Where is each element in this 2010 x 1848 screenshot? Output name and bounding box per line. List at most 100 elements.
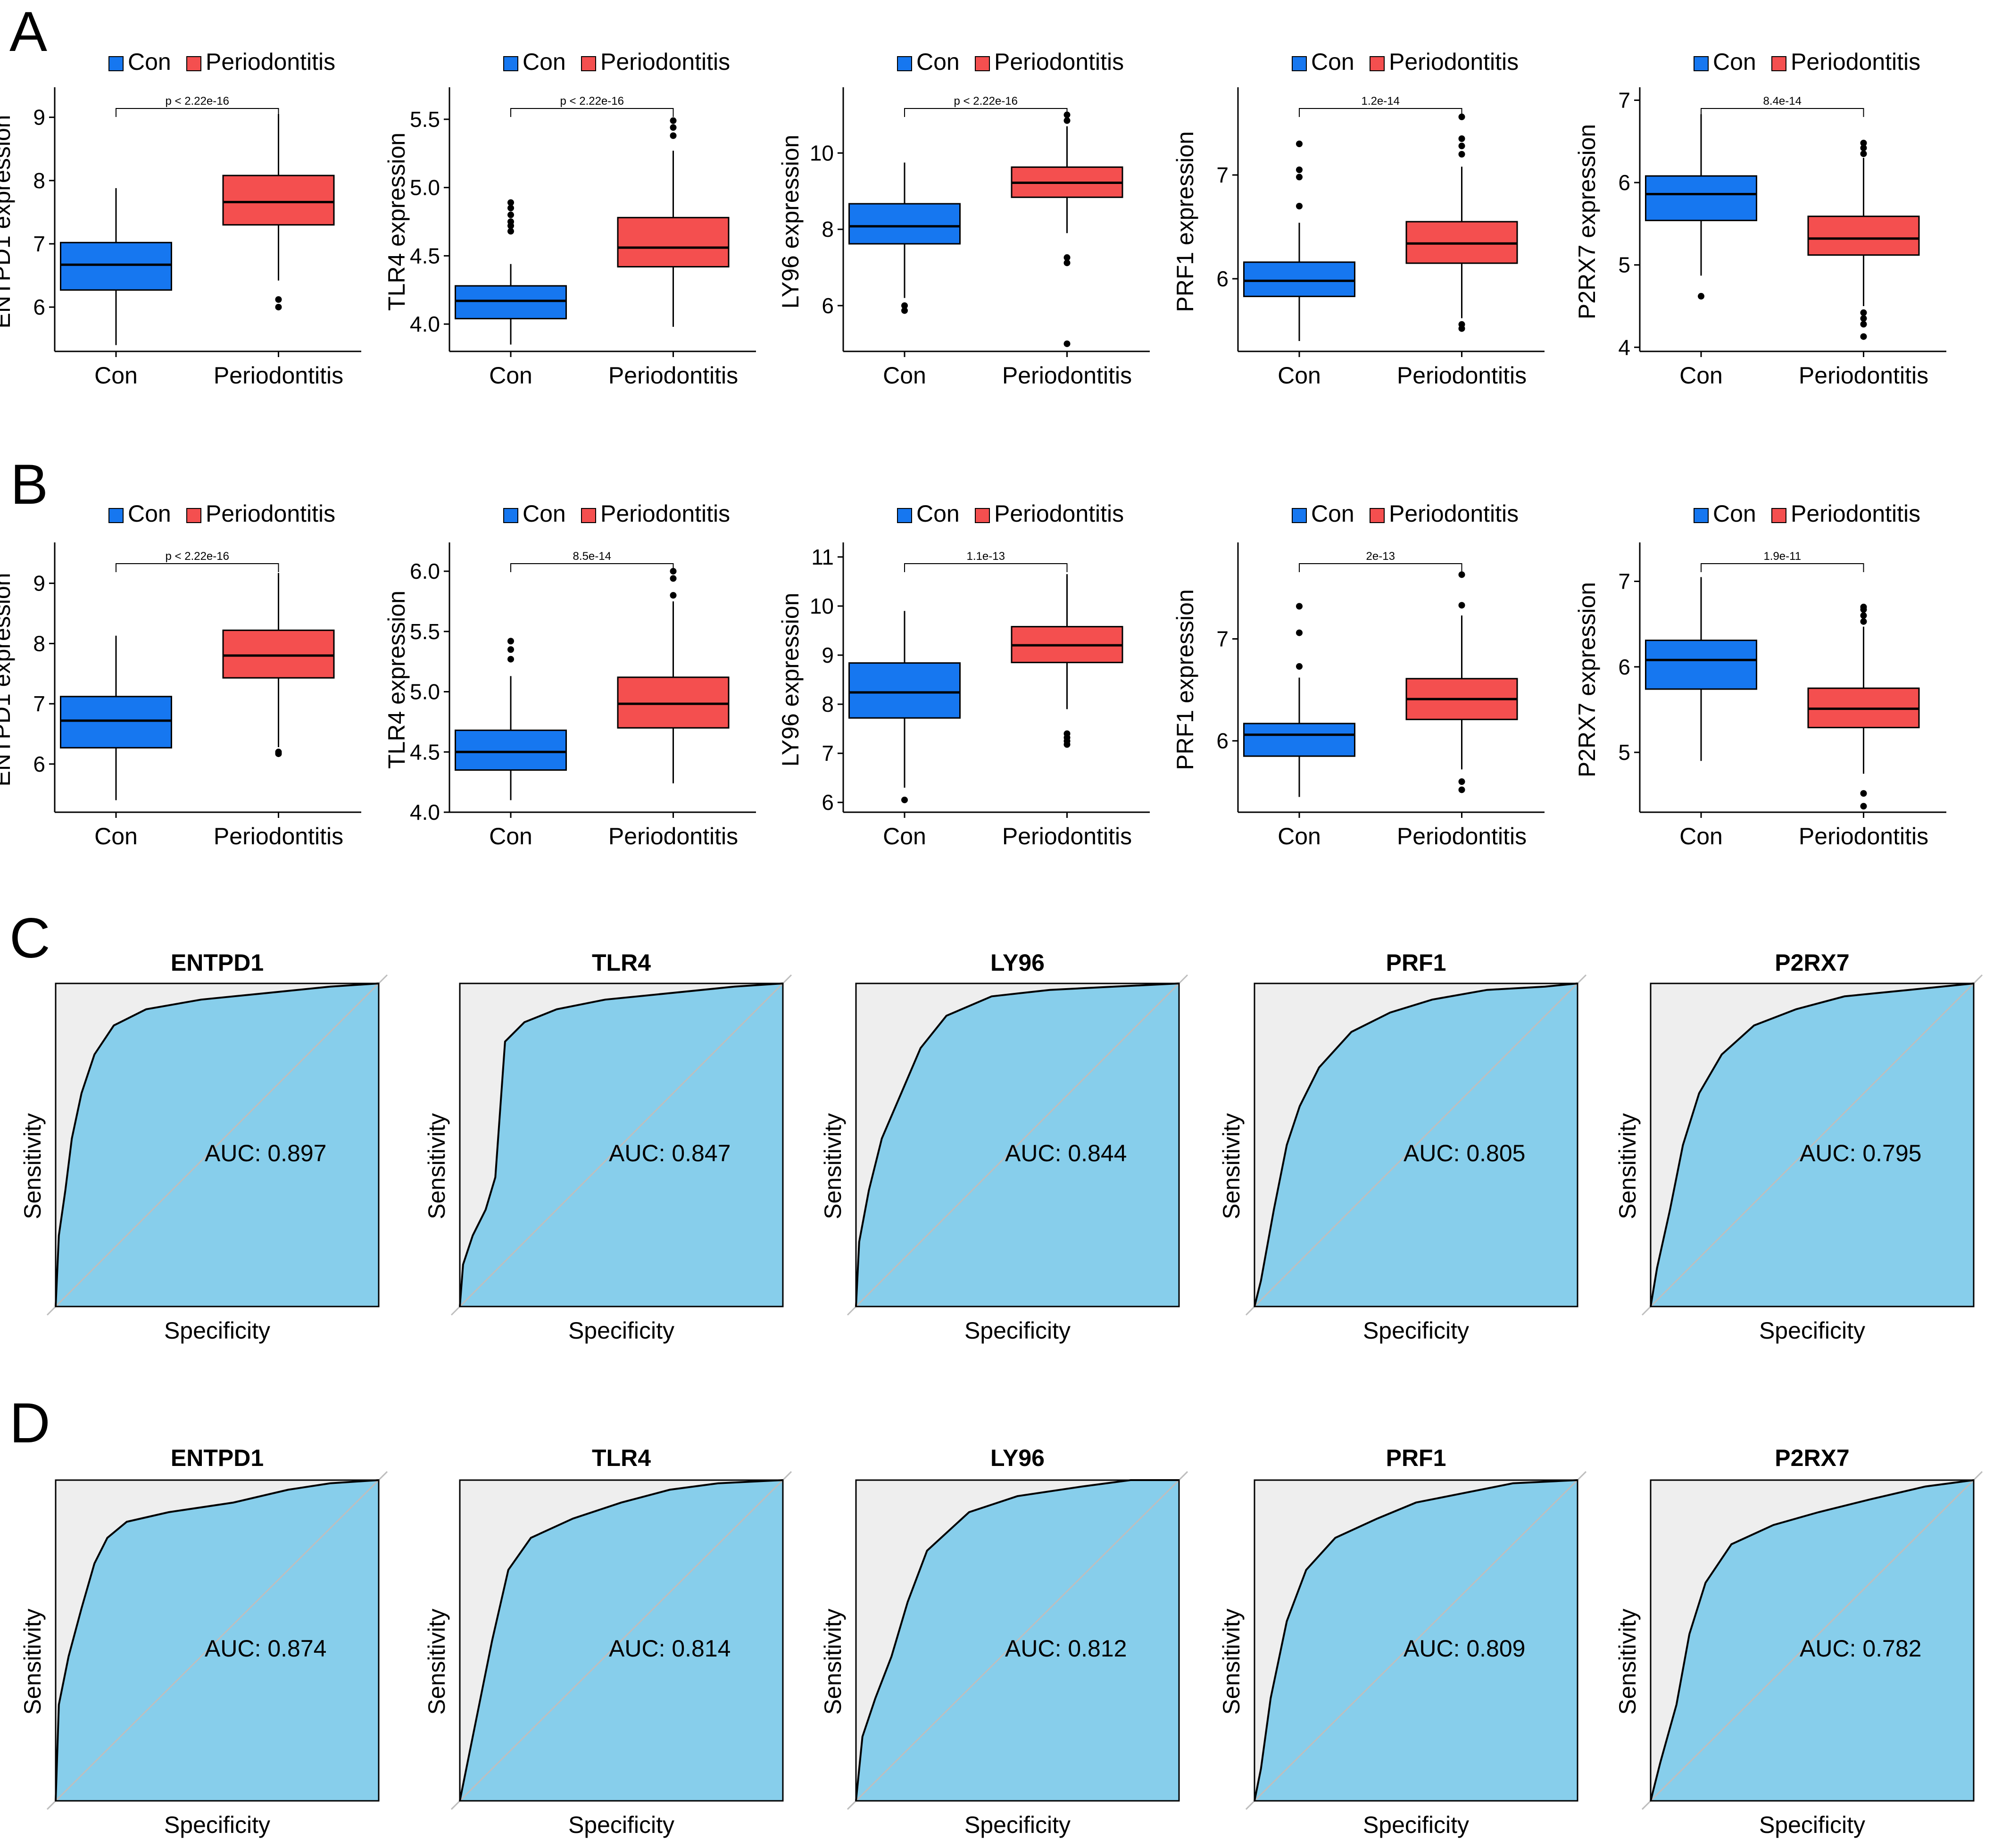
- roc-diagonal: [46, 974, 388, 1316]
- box-periodontitis: [222, 114, 335, 311]
- legend-label-con: Con: [128, 49, 171, 75]
- y-tick-label: 5: [1618, 740, 1630, 765]
- significance-bracket: [904, 563, 1068, 572]
- legend-swatch-periodontitis: [1771, 508, 1786, 523]
- legend: Con Periodontitis: [1292, 500, 1519, 527]
- roc-frame: [1254, 1479, 1578, 1802]
- outlier-point: [275, 750, 282, 758]
- roc-curve: [1254, 982, 1578, 1307]
- legend-label-periodontitis: Periodontitis: [600, 49, 730, 75]
- panel-letter-c: C: [9, 907, 50, 970]
- auc-label: AUC: 0.897: [205, 1140, 326, 1166]
- boxplot-a-p2rx7: Con Periodontitis 4 5 6 7 P2RX7 expression Con P…: [1574, 49, 1946, 389]
- roc-title: TLR4: [592, 1445, 651, 1471]
- p-value-label: 1.1e-13: [967, 550, 1005, 563]
- roc-frame: [55, 982, 380, 1307]
- roc-diagonal: [450, 1471, 792, 1810]
- roc-curve: [1650, 1479, 1974, 1801]
- y-axis-label: PRF1 expression: [1172, 131, 1198, 312]
- x-tick-label: Periodontitis: [1002, 362, 1132, 389]
- outlier-point: [275, 304, 282, 311]
- roc-title: LY96: [990, 949, 1045, 976]
- legend: Con Periodontitis: [897, 49, 1124, 75]
- y-tick-label: 7: [33, 232, 45, 256]
- y-tick-label: 4.0: [410, 312, 440, 336]
- legend-swatch-con: [1292, 508, 1307, 523]
- y-axis-label: LY96 expression: [777, 135, 804, 309]
- y-tick-label: 5.5: [410, 107, 440, 132]
- y-axis-label: P2RX7 expression: [1574, 124, 1600, 319]
- legend: Con Periodontitis: [108, 500, 335, 527]
- roc-title: ENTPD1: [171, 949, 264, 976]
- outlier-point: [901, 302, 908, 309]
- panel-letter-b: B: [10, 453, 48, 516]
- x-axis-label: Specificity: [1363, 1812, 1469, 1838]
- outlier-point: [1860, 315, 1867, 322]
- x-tick-label: Periodontitis: [1799, 362, 1928, 389]
- y-tick-label: 7: [1618, 569, 1630, 594]
- p-value-label: p < 2.22e-16: [166, 95, 229, 108]
- y-axis-label: Sensitivity: [1614, 1113, 1641, 1219]
- outlier-point: [1860, 144, 1867, 151]
- box-con: [60, 635, 172, 800]
- x-tick-label: Con: [883, 362, 926, 389]
- roc-curve: [1254, 1479, 1578, 1801]
- x-tick-label: Con: [94, 362, 138, 389]
- roc-d-entpd1: ENTPD1 AUC: 0.874 Specificity Sensitivity: [19, 1445, 388, 1838]
- box-periodontitis: [1405, 113, 1518, 332]
- roc-frame: [1650, 1479, 1975, 1802]
- roc-diagonal: [1245, 974, 1587, 1316]
- y-axis-label: Sensitivity: [1218, 1608, 1245, 1715]
- outlier-point: [507, 211, 514, 218]
- outlier-point: [670, 132, 677, 139]
- outlier-point: [1063, 254, 1071, 261]
- outlier-point: [1860, 618, 1867, 625]
- p-value-label: 8.4e-14: [1763, 95, 1802, 108]
- p-value-label: p < 2.22e-16: [166, 550, 229, 563]
- roc-title: ENTPD1: [171, 1445, 264, 1471]
- outlier-point: [507, 228, 514, 235]
- legend-swatch-con: [108, 56, 124, 71]
- legend: Con Periodontitis: [503, 500, 730, 527]
- auc-label: AUC: 0.782: [1800, 1635, 1921, 1662]
- y-tick-label: 11: [811, 545, 834, 569]
- box-periodontitis: [1807, 603, 1920, 810]
- y-tick-label: 4.0: [410, 800, 440, 824]
- y-tick-label: 7: [1216, 163, 1229, 187]
- y-axis-label: Sensitivity: [1614, 1608, 1641, 1715]
- significance-bracket: [1299, 563, 1462, 572]
- outlier-point: [1296, 663, 1303, 670]
- panel-letter-d: D: [9, 1391, 50, 1455]
- p-value-label: 8.5e-14: [573, 550, 611, 563]
- legend-swatch-con: [897, 508, 912, 523]
- outlier-point: [1458, 571, 1465, 578]
- y-tick-label: 6: [33, 295, 45, 319]
- outlier-point: [1860, 333, 1867, 340]
- legend-label-periodontitis: Periodontitis: [206, 500, 335, 527]
- auc-label: AUC: 0.814: [609, 1635, 731, 1662]
- x-tick-label: Con: [1278, 823, 1321, 849]
- roc-frame: [855, 982, 1180, 1307]
- auc-label: AUC: 0.805: [1404, 1140, 1525, 1166]
- legend-label-periodontitis: Periodontitis: [994, 49, 1124, 75]
- legend-swatch-periodontitis: [975, 508, 990, 523]
- box-iqr: [1243, 261, 1355, 297]
- legend-label-periodontitis: Periodontitis: [600, 500, 730, 527]
- legend-label-con: Con: [523, 49, 566, 75]
- legend-label-con: Con: [128, 500, 171, 527]
- outlier-point: [1458, 602, 1465, 609]
- outlier-point: [1860, 321, 1867, 328]
- y-tick-label: 8: [822, 692, 834, 716]
- legend-label-periodontitis: Periodontitis: [206, 49, 335, 75]
- box-periodontitis: [1807, 140, 1920, 340]
- y-tick-label: 9: [33, 571, 45, 596]
- y-axis-label: LY96 expression: [777, 593, 804, 767]
- auc-label: AUC: 0.874: [205, 1635, 326, 1662]
- y-tick-label: 4.5: [410, 740, 440, 764]
- y-tick-label: 7: [1618, 88, 1630, 112]
- legend-swatch-periodontitis: [186, 56, 201, 71]
- y-tick-label: 5.5: [410, 619, 440, 644]
- outlier-point: [670, 124, 677, 131]
